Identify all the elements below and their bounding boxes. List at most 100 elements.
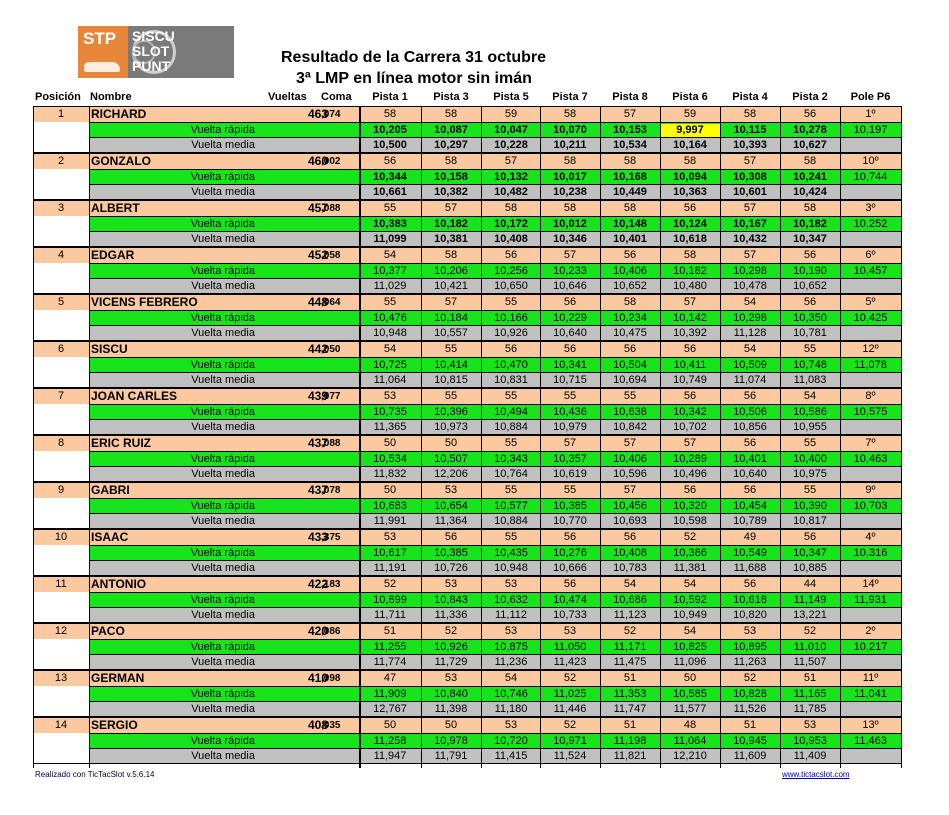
coma-cell: ,375 xyxy=(321,532,341,543)
track-laps-cell: 54 xyxy=(504,672,518,684)
fast-lap-row: Vuelta rápida 10,899 10,843 10,632 10,474 10,… xyxy=(33,591,901,608)
avg-lap-cell: 10,770 xyxy=(553,515,587,527)
column-divider xyxy=(540,106,541,768)
fast-lap-cell: 10,454 xyxy=(733,499,767,512)
avg-lap-cell: 10,948 xyxy=(373,327,407,339)
avg-lap-cell: 11,128 xyxy=(733,327,767,339)
fast-lap-cell: 11,198 xyxy=(613,734,647,747)
position-cell: 7 xyxy=(57,390,65,402)
fast-lap-cell: 10,298 xyxy=(733,264,767,277)
coma-cell: ,183 xyxy=(321,579,341,590)
position-cell: 12 xyxy=(54,625,68,637)
position-cell: 10 xyxy=(54,531,68,543)
driver-block: 10 ISAAC 433,375 53 56 55 56 56 52 49 56 4º Vuelta r… xyxy=(33,529,901,576)
column-divider xyxy=(481,106,482,768)
row-spacer xyxy=(33,701,89,716)
results-table: 1 RICHARD 463,074 58 58 59 58 57 59 58 56 1º Vuelta … xyxy=(33,106,901,764)
track-laps-cell: 52 xyxy=(623,625,637,637)
track-laps-cell: 58 xyxy=(444,108,458,120)
driver-row: 3 ALBERT 457,088 55 57 58 58 58 56 57 58 3º xyxy=(33,200,901,217)
avg-lap-cell: 10,478 xyxy=(733,280,767,292)
pole-fast-cell: 10,197 xyxy=(853,123,888,136)
driver-block: 9 GABRI 437,078 50 53 55 55 57 56 56 55 9º Vuelta rá… xyxy=(33,482,901,529)
fast-lap-row: Vuelta rápida 10,683 10,654 10,577 10,385 10,… xyxy=(33,497,901,514)
track-laps-cell: 57 xyxy=(743,249,757,261)
avg-lap-cell: 11,415 xyxy=(494,750,528,762)
header-pole: Pole P6 xyxy=(850,91,891,103)
avg-lap-label: Vuelta media xyxy=(191,139,255,151)
avg-lap-cell: 12,767 xyxy=(373,703,407,715)
track-laps-cell: 58 xyxy=(623,202,637,214)
pole-cell: 2º xyxy=(865,625,876,637)
avg-lap-cell: 12,206 xyxy=(434,468,468,480)
row-spacer xyxy=(33,638,89,654)
fast-lap-label: Vuelta rápida xyxy=(190,687,255,700)
row-spacer xyxy=(33,356,89,372)
fast-lap-cell: 10,654 xyxy=(434,499,468,512)
column-divider xyxy=(359,106,361,768)
driver-row: 4 EDGAR 452,058 54 58 56 57 56 58 57 56 6º xyxy=(33,247,901,264)
avg-lap-cell: 10,401 xyxy=(613,233,647,245)
track-laps-cell: 53 xyxy=(444,578,458,590)
fast-lap-cell: 10,683 xyxy=(373,499,407,512)
fast-lap-cell: 10,206 xyxy=(434,264,468,277)
header-nombre: Nombre xyxy=(90,91,132,103)
position-cell: 14 xyxy=(54,719,68,731)
row-spacer xyxy=(33,121,89,137)
driver-block: 14 SERGIO 408,035 50 50 53 52 51 48 51 53 13º Vuelta… xyxy=(33,717,901,764)
driver-name: ERIC RUIZ xyxy=(91,436,151,450)
track-laps-cell: 55 xyxy=(803,484,817,496)
driver-name: SERGIO xyxy=(91,718,138,732)
pole-cell: 4º xyxy=(865,531,876,543)
track-laps-cell: 56 xyxy=(383,155,397,167)
avg-lap-cell: 10,973 xyxy=(434,421,468,433)
track-laps-cell: 53 xyxy=(444,672,458,684)
track-laps-cell: 55 xyxy=(504,531,518,543)
pole-cell: 6º xyxy=(865,249,876,261)
avg-lap-cell: 10,979 xyxy=(553,421,587,433)
track-laps-cell: 56 xyxy=(623,249,637,261)
footer-link[interactable]: www.tictacslot.com xyxy=(782,770,850,779)
driver-name: JOAN CARLES xyxy=(91,389,178,403)
track-laps-cell: 56 xyxy=(743,437,757,449)
avg-lap-cell: 11,029 xyxy=(373,280,407,292)
header-posicion: Posición xyxy=(35,91,81,103)
fast-lap-cell: 10,617 xyxy=(373,546,407,559)
fast-lap-cell: 10,476 xyxy=(373,311,407,324)
row-spacer xyxy=(33,231,89,246)
avg-lap-cell: 10,408 xyxy=(494,233,528,245)
avg-lap-cell: 11,832 xyxy=(373,468,407,480)
driver-row: 11 ANTONIO 422,183 52 53 53 56 54 54 56 44 14º xyxy=(33,576,901,593)
fast-lap-cell: 9,997 xyxy=(660,123,720,137)
track-laps-cell: 58 xyxy=(504,202,518,214)
position-cell: 13 xyxy=(54,672,68,684)
fast-lap-cell: 10,735 xyxy=(373,405,407,418)
driver-block: 1 RICHARD 463,074 58 58 59 58 57 59 58 56 1º Vuelta … xyxy=(33,106,901,153)
pole-fast-cell: 10,316 xyxy=(853,546,888,559)
avg-lap-cell: 10,238 xyxy=(553,186,587,198)
avg-lap-label: Vuelta media xyxy=(191,233,255,245)
avg-lap-cell: 10,346 xyxy=(553,233,587,245)
track-laps-cell: 55 xyxy=(504,296,518,308)
fast-lap-cell: 10,342 xyxy=(673,405,707,418)
position-cell: 3 xyxy=(57,202,65,214)
avg-lap-cell: 10,432 xyxy=(733,233,767,245)
best-lap-highlight xyxy=(660,123,720,137)
fast-lap-cell: 10,182 xyxy=(434,217,468,230)
row-spacer xyxy=(33,184,89,199)
coma-cell: ,088 xyxy=(321,438,341,449)
fast-lap-cell: 10,132 xyxy=(494,170,528,183)
column-divider xyxy=(840,106,841,768)
track-laps-cell: 56 xyxy=(743,390,757,402)
header-pista-1: Pista 1 xyxy=(372,91,408,103)
avg-lap-cell: 11,112 xyxy=(494,609,527,621)
avg-lap-cell: 10,949 xyxy=(673,609,707,621)
fast-lap-cell: 10,158 xyxy=(434,170,468,183)
laps-cell: 463 xyxy=(307,107,328,121)
fast-lap-cell: 10,456 xyxy=(613,499,647,512)
avg-lap-cell: 10,297 xyxy=(434,139,468,151)
driver-name: GERMAN xyxy=(91,671,145,685)
position-cell: 6 xyxy=(57,343,65,355)
fast-lap-label: Vuelta rápida xyxy=(190,546,255,559)
avg-lap-cell: 10,500 xyxy=(373,139,407,151)
